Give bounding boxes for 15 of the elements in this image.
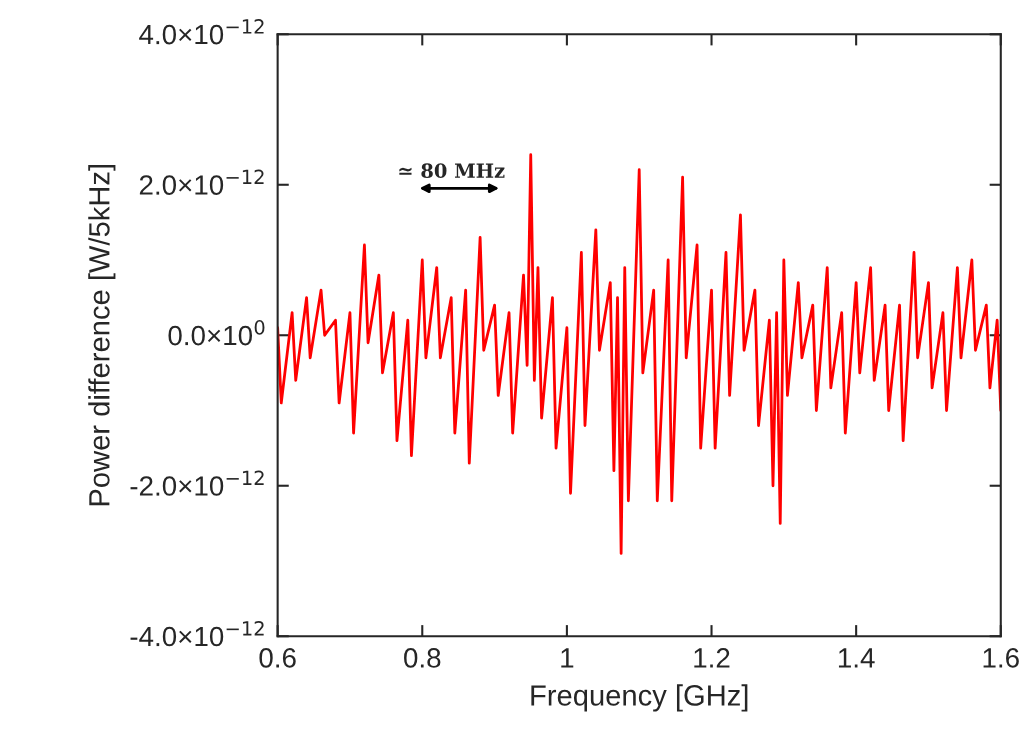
y-tick-label: -2.0×10$^{−12}$ xyxy=(130,470,264,496)
x-tick-label: 1.4 xyxy=(838,648,875,668)
y-tick-label: 2.0×10$^{−12}$ xyxy=(139,169,264,195)
y-axis-title: Power difference [W/5kHz] xyxy=(88,164,116,506)
x-tick-label: 1.2 xyxy=(694,648,730,668)
line-series xyxy=(277,153,1001,555)
x-tick-label: 1.6 xyxy=(983,648,1019,668)
x-axis-title: Frequency [GHz] xyxy=(531,684,748,712)
x-tick-label: 0.8 xyxy=(404,648,441,668)
y-tick-label: -4.0×10$^{−12}$ xyxy=(130,621,264,647)
x-tick-label: 1 xyxy=(561,648,574,668)
y-tick-label: 4.0×10$^{−12}$ xyxy=(139,19,264,45)
x-tick-label: 0.6 xyxy=(259,648,296,668)
y-tick-label: 0.0×10$^{0}$ xyxy=(168,320,265,346)
annotation: ≃ 80 MHz xyxy=(399,163,505,178)
